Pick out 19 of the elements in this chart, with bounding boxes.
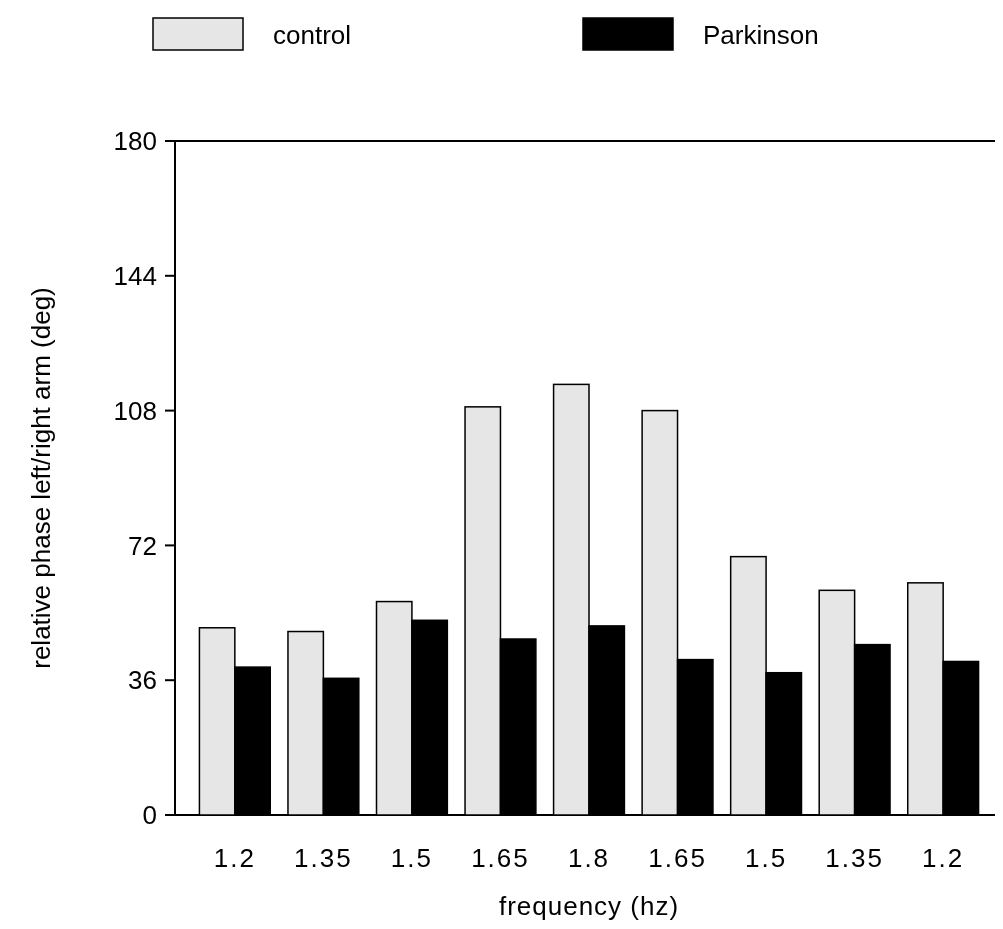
- y-tick-label: 36: [128, 665, 157, 696]
- legend-label: Parkinson: [703, 20, 819, 50]
- x-tick-label: 1.2: [922, 843, 965, 873]
- x-axis-title: frequency (hz): [498, 891, 680, 921]
- x-tick-label: 1.35: [825, 843, 884, 873]
- y-tick-label: 108: [113, 395, 157, 426]
- x-tick-label: 1.65: [648, 843, 707, 873]
- x-tick-label: 1.65: [471, 843, 530, 873]
- y-tick-label: 180: [113, 126, 157, 157]
- x-tick-label: 1.5: [390, 843, 433, 873]
- y-tick-label: 72: [128, 530, 157, 561]
- x-tick-label: 1.5: [745, 843, 788, 873]
- x-tick-label: 1.8: [567, 843, 611, 873]
- x-tick-label: 1.35: [294, 843, 353, 873]
- legend-label: control: [273, 20, 352, 50]
- y-axis-title: relative phase left/right arm (deg): [26, 287, 56, 669]
- y-tick-label: 144: [113, 260, 157, 291]
- y-tick-label: 0: [142, 800, 157, 831]
- x-tick-label: 1.2: [213, 843, 256, 873]
